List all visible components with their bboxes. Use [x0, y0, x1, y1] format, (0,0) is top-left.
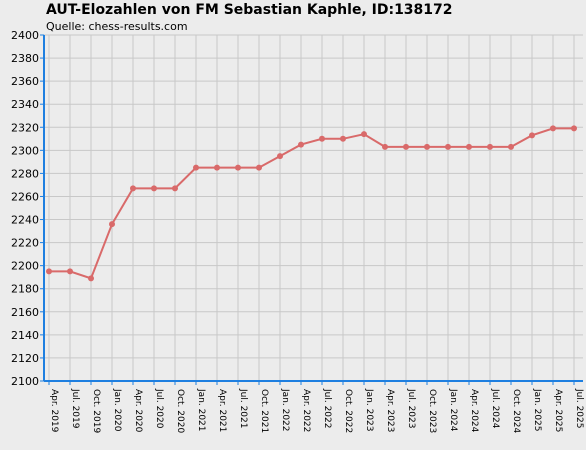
data-point [88, 275, 94, 282]
grid-lines [44, 34, 583, 382]
y-tick-label: 2400 [11, 29, 39, 42]
chart-title: AUT-Elozahlen von FM Sebastian Kaphle, I… [46, 2, 453, 18]
axes: 2100 2120 2140 2160 2180 2200 2220 2240 2260 2280… [11, 29, 584, 433]
x-tick-label: Jul. 2021 [238, 388, 248, 429]
data-point [109, 221, 115, 228]
data-point [214, 164, 220, 171]
y-tick-label: 2140 [11, 329, 39, 342]
x-tick-label: Jan. 2020 [112, 388, 122, 432]
x-tick-label: Jan. 2025 [532, 388, 542, 432]
x-tick-label: Jul. 2019 [70, 388, 80, 429]
x-tick-label: Oct. 2019 [91, 389, 101, 433]
x-tick-label: Jan. 2024 [448, 388, 458, 432]
x-tick-label: Jul. 2020 [154, 388, 164, 429]
data-series [46, 125, 577, 282]
plot-area [44, 35, 583, 381]
y-tick-label: 2260 [11, 190, 39, 203]
x-tick-label: Apr. 2023 [385, 389, 395, 432]
x-tick-label: Apr. 2024 [469, 389, 479, 433]
data-point [403, 143, 409, 150]
y-tick-label: 2300 [11, 144, 39, 157]
x-tick-label: Apr. 2021 [217, 389, 227, 432]
data-point [46, 268, 52, 275]
y-tick-label: 2380 [11, 52, 39, 65]
y-tick-label: 2360 [11, 75, 39, 88]
data-point [235, 164, 241, 171]
x-tick-label: Jul. 2023 [406, 388, 416, 429]
x-tick-label: Oct. 2020 [175, 389, 185, 433]
data-point [361, 131, 367, 138]
data-point [382, 143, 388, 150]
y-tick-label: 2320 [11, 121, 39, 134]
y-tick-label: 2100 [11, 375, 39, 388]
x-tick-label: Jul. 2025 [574, 388, 584, 429]
x-tick-label: Oct. 2022 [343, 389, 353, 433]
y-tick-label: 2220 [11, 237, 39, 250]
data-point [571, 125, 577, 132]
data-point [319, 135, 325, 142]
data-point [172, 185, 178, 192]
x-tick-label: Jan. 2023 [364, 388, 374, 432]
data-point [277, 153, 283, 160]
data-point [529, 132, 535, 139]
series-line [49, 127, 574, 280]
y-tick-label: 2160 [11, 306, 39, 319]
x-tick-label: Jul. 2024 [490, 388, 500, 429]
x-tick-label: Apr. 2019 [49, 389, 59, 433]
data-point [466, 143, 472, 150]
x-tick-label: Apr. 2020 [133, 389, 143, 433]
data-point [508, 143, 514, 150]
data-point [550, 125, 556, 132]
data-point [340, 135, 346, 142]
data-point [130, 185, 136, 192]
x-tick-label: Apr. 2025 [553, 389, 563, 432]
y-tick-label: 2240 [11, 214, 39, 227]
y-tick-label: 2280 [11, 167, 39, 180]
x-tick-label: Jan. 2022 [280, 388, 290, 432]
y-tick-label: 2180 [11, 283, 39, 296]
y-tick-label: 2120 [11, 352, 39, 365]
y-tick-label: 2200 [11, 260, 39, 273]
x-tick-label: Oct. 2021 [259, 389, 269, 433]
x-tick-label: Apr. 2022 [301, 389, 311, 432]
data-point [151, 185, 157, 192]
data-point [298, 141, 304, 148]
data-point [67, 268, 73, 275]
data-point [445, 143, 451, 150]
data-point [193, 164, 199, 171]
x-tick-label: Jul. 2022 [322, 388, 332, 429]
data-point [256, 164, 262, 171]
x-tick-label: Oct. 2024 [511, 389, 521, 433]
chart-subtitle: Quelle: chess-results.com [46, 20, 188, 33]
y-tick-label: 2340 [11, 98, 39, 111]
x-tick-label: Jan. 2021 [196, 388, 206, 432]
x-tick-label: Oct. 2023 [427, 389, 437, 433]
data-point [487, 143, 493, 150]
data-point [424, 143, 430, 150]
